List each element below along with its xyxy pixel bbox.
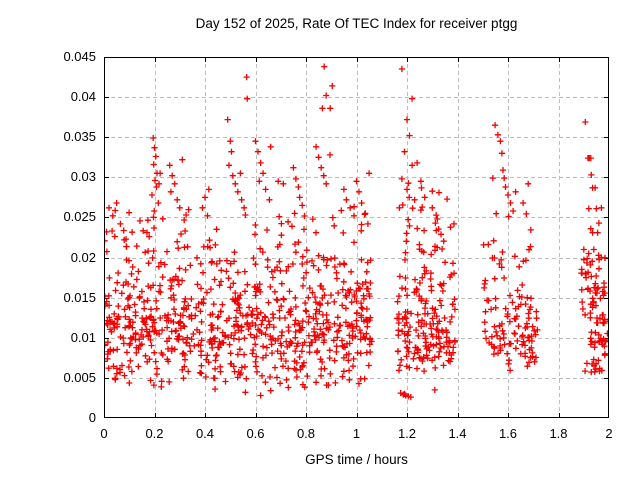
scatter-plot-canvas [101,57,612,419]
x-tick-label: 1.4 [448,426,467,441]
x-tick-label: 1.6 [498,426,518,441]
scatter-points [101,63,612,401]
y-tick-label: 0.045 [63,49,96,64]
tick-marks [104,57,610,419]
x-tick-label: 1 [352,426,361,441]
y-tick-label: 0.02 [70,249,96,265]
gridlines [104,57,609,418]
y-tick-label: 0.015 [63,289,96,305]
x-tick-label: 0.4 [195,426,215,441]
y-tick-label: 0.03 [70,169,96,185]
x-axis-label: GPS time / hours [305,452,408,467]
x-tick-label: 0.6 [246,426,265,441]
y-tick-label: 0.005 [63,369,96,385]
x-tick-label: 0.8 [296,426,316,441]
x-tick-label: 2 [605,426,613,441]
plot-area [101,57,612,419]
y-tick-label: 0.01 [70,329,96,345]
chart-title: Day 152 of 2025, Rate Of TEC Index for r… [195,16,518,31]
y-tick-label: 0.025 [63,209,96,225]
plot-border [104,57,609,418]
x-tick-label: 1.8 [549,426,568,441]
x-tick-label: 0.2 [145,426,164,441]
y-tick-label: 0.035 [63,129,96,145]
y-tick-label: 0.04 [70,89,96,105]
x-tick-label: 0 [100,426,108,441]
x-tick-label: 1.2 [397,426,417,441]
y-tick-label: 0 [88,410,96,425]
